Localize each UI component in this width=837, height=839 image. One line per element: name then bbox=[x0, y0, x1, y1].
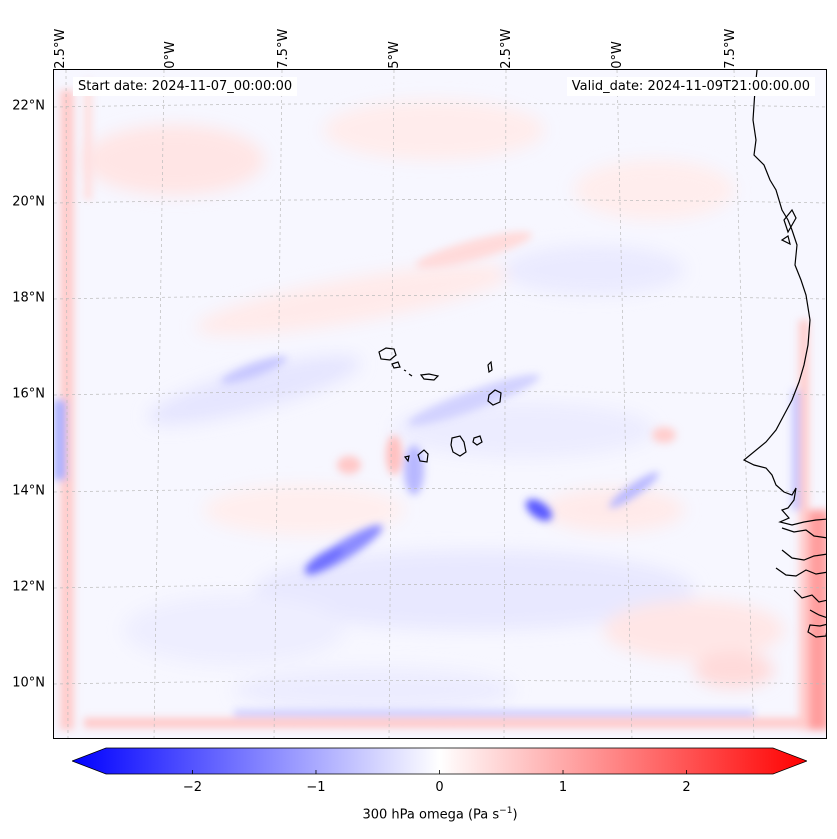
colorbar-tick-label: −2 bbox=[182, 780, 203, 795]
colorbar-tick-label: 0 bbox=[435, 780, 444, 795]
lat-label-14n: 14°N bbox=[12, 483, 45, 499]
colorbar bbox=[72, 747, 807, 775]
colorbar-tick-label: −1 bbox=[306, 780, 326, 795]
valid-date-label: Valid_date: 2024-11-09T21:00:00.00 bbox=[566, 77, 815, 96]
island-sao-vicente bbox=[391, 361, 401, 369]
omega-field-map bbox=[54, 70, 826, 738]
island-santa-luzia bbox=[403, 369, 407, 372]
island-santo-antao bbox=[378, 347, 397, 361]
colorbar-ticks bbox=[192, 770, 687, 774]
island-santiago bbox=[450, 435, 467, 457]
island-maio bbox=[472, 435, 483, 446]
colorbar-label-exponent: −1 bbox=[499, 806, 513, 816]
island-boa-vista bbox=[487, 389, 502, 406]
lat-label-10n: 10°N bbox=[12, 675, 45, 691]
colorbar-label-text: 300 hPa omega (Pa s bbox=[362, 807, 500, 823]
boundary-bands bbox=[54, 80, 826, 730]
lat-label-12n: 12°N bbox=[12, 579, 45, 595]
cape-verde-islands bbox=[378, 347, 502, 463]
lat-label-20n: 20°N bbox=[12, 194, 45, 210]
colorbar-body bbox=[72, 747, 807, 775]
colorbar-tick-label: 1 bbox=[558, 780, 568, 795]
start-date-label: Start date: 2024-11-07_00:00:00 bbox=[73, 77, 298, 96]
colorbar-label: 300 hPa omega (Pa s−1) bbox=[362, 806, 517, 822]
convergence-bands bbox=[221, 231, 676, 576]
colorbar-tick-label: 2 bbox=[682, 780, 691, 795]
island-fogo bbox=[417, 449, 429, 463]
island-brava bbox=[403, 455, 410, 463]
lat-label-16n: 16°N bbox=[12, 386, 45, 402]
background-field bbox=[84, 100, 784, 712]
island-sal bbox=[487, 360, 493, 374]
coastline bbox=[742, 70, 826, 638]
graticule bbox=[54, 70, 826, 738]
lat-label-18n: 18°N bbox=[12, 290, 45, 306]
colorbar-label-close: ) bbox=[512, 807, 518, 823]
map-panel[interactable] bbox=[53, 69, 827, 739]
island-sao-nicolau bbox=[419, 373, 440, 381]
island-ilheus bbox=[408, 373, 413, 377]
lat-label-22n: 22°N bbox=[12, 98, 45, 114]
